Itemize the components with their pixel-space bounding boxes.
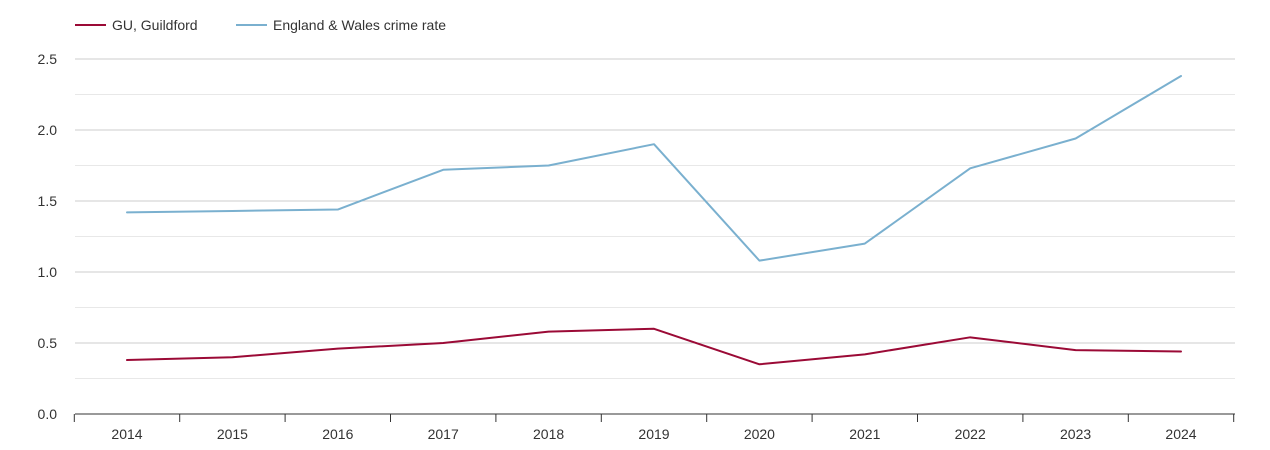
x-tick-label: 2023 xyxy=(1060,426,1091,442)
y-tick-label: 2.0 xyxy=(38,122,58,138)
legend: GU, Guildford England & Wales crime rate xyxy=(75,17,446,33)
y-tick-label: 1.5 xyxy=(38,193,58,209)
x-tick-label: 2014 xyxy=(111,426,142,442)
series-line-guildford xyxy=(126,327,1182,366)
x-tick-label: 2015 xyxy=(217,426,248,442)
series-group xyxy=(126,75,1182,366)
x-tick-label: 2024 xyxy=(1165,426,1196,442)
x-tick-label: 2018 xyxy=(533,426,564,442)
y-tick-label: 2.5 xyxy=(38,51,58,67)
legend-label: England & Wales crime rate xyxy=(273,17,446,33)
x-tick-label: 2021 xyxy=(849,426,880,442)
x-tick-label: 2017 xyxy=(428,426,459,442)
series-line-england-wales xyxy=(126,75,1182,262)
x-axis: 2014 2015 2016 2017 2018 2019 2020 2021 2022 2023… xyxy=(73,413,1235,442)
y-tick-label: 1.0 xyxy=(38,264,58,280)
y-tick-label: 0.5 xyxy=(38,335,58,351)
legend-item-guildford[interactable]: GU, Guildford xyxy=(75,17,198,33)
x-tick-label: 2020 xyxy=(744,426,775,442)
y-tick-label: 0.0 xyxy=(38,406,58,422)
grid xyxy=(75,58,1235,379)
x-tick-label: 2016 xyxy=(322,426,353,442)
legend-item-england-wales[interactable]: England & Wales crime rate xyxy=(236,17,446,33)
legend-label: GU, Guildford xyxy=(112,17,198,33)
x-tick-label: 2019 xyxy=(638,426,669,442)
y-axis: 0.0 0.5 1.0 1.5 2.0 2.5 xyxy=(38,51,58,422)
x-tick-label: 2022 xyxy=(955,426,986,442)
